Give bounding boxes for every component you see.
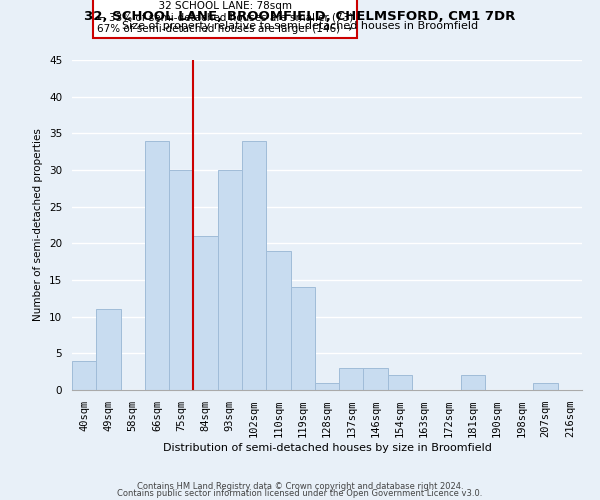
Bar	[72, 360, 96, 390]
Bar	[145, 140, 169, 390]
Text: Contains HM Land Registry data © Crown copyright and database right 2024.: Contains HM Land Registry data © Crown c…	[137, 482, 463, 491]
Bar	[388, 376, 412, 390]
Bar	[96, 310, 121, 390]
Bar	[364, 368, 388, 390]
Bar	[290, 288, 315, 390]
Text: 32, SCHOOL LANE, BROOMFIELD, CHELMSFORD, CM1 7DR: 32, SCHOOL LANE, BROOMFIELD, CHELMSFORD,…	[85, 10, 515, 23]
Bar	[218, 170, 242, 390]
Bar	[169, 170, 193, 390]
Bar	[315, 382, 339, 390]
Text: Size of property relative to semi-detached houses in Broomfield: Size of property relative to semi-detach…	[122, 21, 478, 31]
Bar	[461, 376, 485, 390]
Bar	[339, 368, 364, 390]
Text: 32 SCHOOL LANE: 78sqm  
← 33% of semi-detached houses are smaller (73)
67% of se: 32 SCHOOL LANE: 78sqm ← 33% of semi-deta…	[97, 0, 353, 34]
Bar	[242, 140, 266, 390]
Y-axis label: Number of semi-detached properties: Number of semi-detached properties	[34, 128, 43, 322]
Text: Contains public sector information licensed under the Open Government Licence v3: Contains public sector information licen…	[118, 488, 482, 498]
Bar	[193, 236, 218, 390]
Bar	[266, 250, 290, 390]
Bar	[533, 382, 558, 390]
X-axis label: Distribution of semi-detached houses by size in Broomfield: Distribution of semi-detached houses by …	[163, 443, 491, 453]
